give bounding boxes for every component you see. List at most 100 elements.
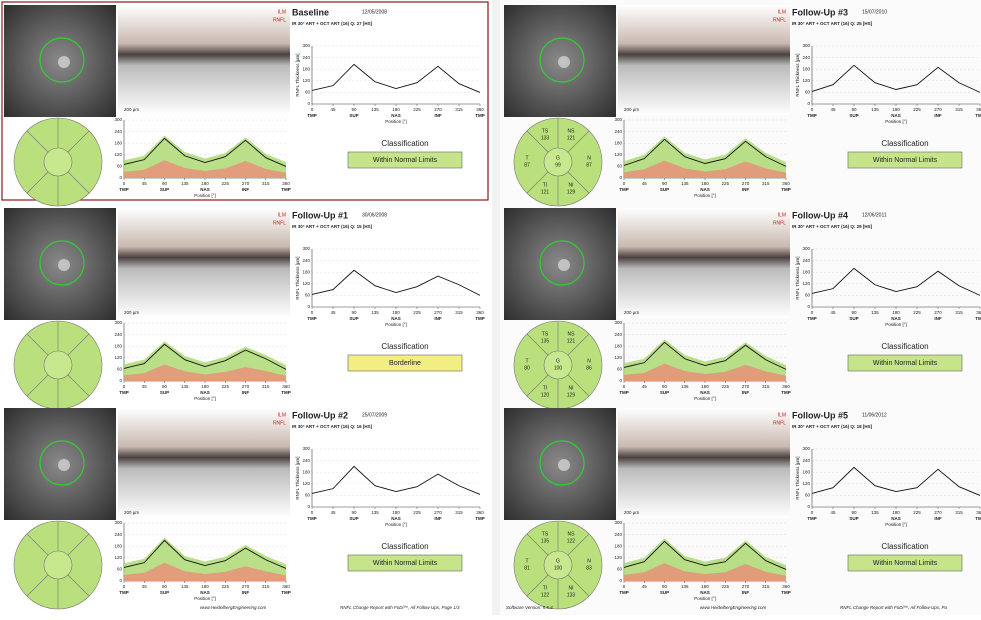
y-tick-label: 240: [802, 258, 810, 263]
x-tick-label: 45: [642, 384, 648, 389]
sector-divider: [526, 130, 549, 153]
sector-divider: [26, 130, 49, 153]
classification-value: Within Normal Limits: [373, 560, 438, 567]
sector-label: N: [587, 155, 591, 161]
footer-text: RNFL Change Report with FoDi™, All Follo…: [340, 605, 460, 610]
x-tick-label: 90: [662, 181, 668, 186]
region-label: TMP: [307, 316, 317, 321]
x-tick-label: 90: [351, 510, 357, 515]
borderline-band: [124, 364, 286, 381]
x-tick-label: 135: [681, 384, 689, 389]
x-tick-label: 0: [811, 510, 814, 515]
scan-circle: [39, 240, 85, 286]
x-tick-label: 225: [413, 107, 421, 112]
y-tick-label: 240: [614, 532, 622, 537]
classification-box: [847, 354, 963, 372]
y-tick-label: 300: [302, 43, 310, 48]
scan-circle: [539, 440, 585, 486]
x-tick-label: 180: [892, 107, 900, 112]
y-tick-label: 180: [614, 343, 622, 348]
sector-label: G: [556, 155, 560, 161]
y-tick-label: 60: [117, 567, 123, 572]
sector-divider: [67, 574, 90, 597]
x-tick-label: 180: [701, 384, 709, 389]
x-tick-label: 315: [762, 584, 770, 589]
x-tick-label: 90: [851, 107, 857, 112]
thickness-line: [811, 267, 981, 296]
region-label: SUP: [160, 590, 169, 595]
x-tick-label: 0: [311, 510, 314, 515]
x-tick-label: 315: [762, 181, 770, 186]
x-tick-label: 180: [392, 310, 400, 315]
scale-label: 200 µm: [124, 310, 139, 315]
sector-value: 120: [541, 392, 550, 398]
region-label: TMP: [781, 590, 791, 595]
region-label: NAS: [700, 390, 710, 395]
sector-label: G: [556, 558, 560, 564]
x-axis-label: Position [°]: [194, 193, 216, 198]
sector-divider: [67, 130, 90, 153]
region-label: SUP: [849, 113, 858, 118]
region-label: TMP: [475, 516, 485, 521]
x-axis-label: Position [°]: [694, 396, 716, 401]
x-tick-label: 270: [242, 181, 250, 186]
region-label: INF: [742, 390, 750, 395]
thickness-line: [811, 64, 981, 93]
y-tick-label: 240: [614, 332, 622, 337]
y-tick-label: 60: [305, 493, 311, 498]
x-tick-label: 180: [392, 510, 400, 515]
region-label: NAS: [200, 590, 210, 595]
y-tick-label: 180: [114, 543, 122, 548]
y-tick-label: 60: [617, 164, 623, 169]
x-axis-label: Position [°]: [694, 596, 716, 601]
sector-divider: [526, 574, 549, 597]
y-tick-label: 0: [119, 175, 122, 180]
region-label: INF: [242, 590, 250, 595]
thickness-line: [811, 466, 981, 496]
x-tick-label: 225: [913, 510, 921, 515]
thickness-line: [123, 137, 287, 167]
sector-divider: [26, 374, 49, 397]
x-tick-label: 180: [201, 181, 209, 186]
classification-value: Within Normal Limits: [873, 157, 938, 164]
sector-divider: [67, 171, 90, 194]
panel-title: Follow-Up #5: [792, 410, 848, 420]
exam-date: 12/06/2011: [862, 212, 887, 218]
x-tick-label: 270: [742, 584, 750, 589]
x-tick-label: 90: [851, 310, 857, 315]
region-label: NAS: [891, 316, 901, 321]
sector-value: 80: [524, 365, 530, 371]
y-tick-label: 0: [307, 504, 310, 509]
x-tick-label: 315: [955, 107, 963, 112]
baseline-frame: [1, 1, 489, 201]
x-tick-label: 225: [221, 584, 229, 589]
scale-label: 200 µm: [124, 107, 139, 112]
x-tick-label: 360: [282, 584, 290, 589]
sector-value: 135: [541, 338, 550, 344]
y-tick-label: 120: [614, 355, 622, 360]
region-label: SUP: [660, 590, 669, 595]
sector-label: NI: [569, 182, 574, 188]
sector-label: TS: [542, 331, 549, 337]
scan-circle: [539, 37, 585, 83]
sector-divider: [567, 333, 590, 356]
region-label: INF: [934, 316, 942, 321]
x-axis-label: Position [°]: [885, 322, 907, 327]
sector-label: TI: [543, 385, 547, 391]
x-tick-label: 180: [892, 510, 900, 515]
x-tick-label: 135: [181, 584, 189, 589]
borderline-band: [124, 562, 286, 581]
panel-title: Baseline: [292, 7, 329, 17]
y-tick-label: 60: [805, 90, 811, 95]
x-tick-label: 0: [311, 107, 314, 112]
rnfl-label: RNFL: [773, 17, 786, 23]
scan-circle: [39, 440, 85, 486]
sector-divider: [67, 374, 90, 397]
region-label: SUP: [660, 390, 669, 395]
region-label: TMP: [281, 390, 291, 395]
y-tick-label: 240: [302, 458, 310, 463]
optic-disc: [58, 56, 70, 68]
x-tick-label: 225: [221, 181, 229, 186]
exam-date: 12/05/2008: [362, 9, 387, 15]
scan-info: IR 30° ART + OCT ART (16) Q: 27 [HS]: [292, 21, 373, 26]
